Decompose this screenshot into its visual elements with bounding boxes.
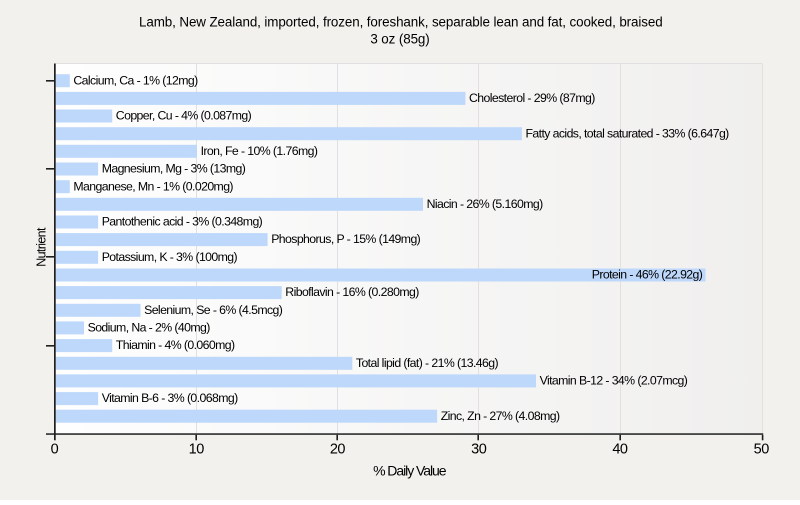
svg-text:Magnesium, Mg - 3% (13mg): Magnesium, Mg - 3% (13mg) [102, 162, 246, 176]
svg-text:Vitamin B-12 - 34% (2.07mcg): Vitamin B-12 - 34% (2.07mcg) [540, 374, 688, 388]
svg-text:Copper, Cu - 4% (0.087mg): Copper, Cu - 4% (0.087mg) [116, 109, 252, 123]
svg-text:20: 20 [330, 441, 346, 457]
svg-text:Vitamin B-6 - 3% (0.068mg): Vitamin B-6 - 3% (0.068mg) [102, 391, 238, 405]
svg-text:Sodium, Na - 2% (40mg): Sodium, Na - 2% (40mg) [88, 321, 211, 335]
svg-text:Fatty acids, total saturated -: Fatty acids, total saturated - 33% (6.64… [526, 126, 730, 140]
svg-text:Protein - 46% (22.92g): Protein - 46% (22.92g) [592, 268, 703, 282]
svg-text:Phosphorus, P - 15% (149mg): Phosphorus, P - 15% (149mg) [271, 232, 420, 246]
svg-text:0: 0 [51, 441, 59, 457]
svg-text:3 oz (85g): 3 oz (85g) [370, 31, 429, 46]
svg-text:Zinc, Zn - 27% (4.08mg): Zinc, Zn - 27% (4.08mg) [441, 409, 560, 423]
svg-text:Iron, Fe - 10% (1.76mg): Iron, Fe - 10% (1.76mg) [201, 144, 318, 158]
svg-text:Potassium, K - 3% (100mg): Potassium, K - 3% (100mg) [102, 250, 238, 264]
svg-text:Pantothenic acid - 3% (0.348mg: Pantothenic acid - 3% (0.348mg) [102, 215, 263, 229]
svg-text:Riboflavin - 16% (0.280mg): Riboflavin - 16% (0.280mg) [285, 285, 419, 299]
svg-text:Calcium, Ca - 1% (12mg): Calcium, Ca - 1% (12mg) [73, 73, 198, 87]
svg-text:40: 40 [612, 441, 628, 457]
svg-text:Nutrient: Nutrient [34, 227, 48, 267]
svg-text:Niacin - 26% (5.160mg): Niacin - 26% (5.160mg) [427, 197, 543, 211]
svg-text:10: 10 [189, 441, 205, 457]
svg-text:Cholesterol - 29% (87mg): Cholesterol - 29% (87mg) [469, 91, 595, 105]
svg-text:Thiamin - 4% (0.060mg): Thiamin - 4% (0.060mg) [116, 338, 235, 352]
svg-text:Manganese, Mn - 1% (0.020mg): Manganese, Mn - 1% (0.020mg) [73, 179, 233, 193]
svg-text:Lamb, New Zealand, imported, f: Lamb, New Zealand, imported, frozen, for… [139, 15, 663, 30]
svg-text:30: 30 [471, 441, 487, 457]
svg-text:50: 50 [754, 441, 770, 457]
svg-text:Selenium, Se - 6% (4.5mcg): Selenium, Se - 6% (4.5mcg) [144, 303, 283, 317]
svg-text:% Daily Value: % Daily Value [373, 463, 447, 479]
svg-text:Total lipid (fat) - 21% (13.46: Total lipid (fat) - 21% (13.46g) [356, 356, 499, 370]
